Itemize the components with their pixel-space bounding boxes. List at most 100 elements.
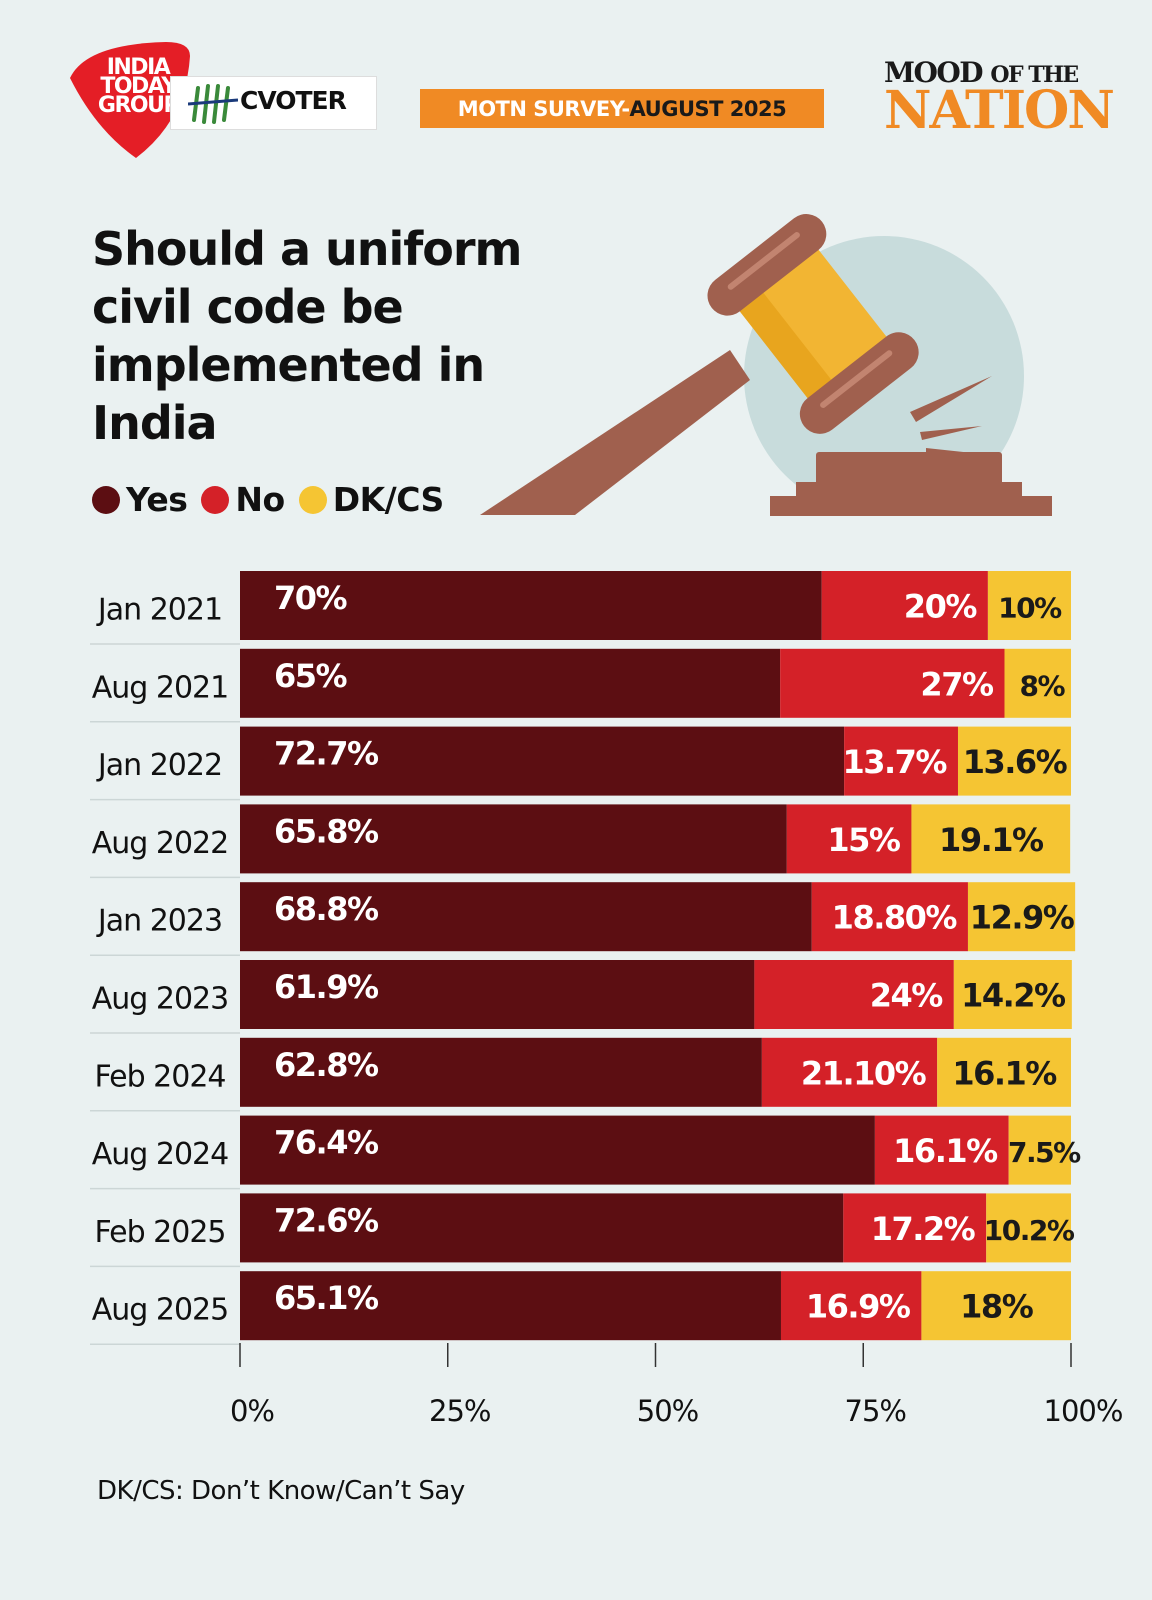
cvoter-wordmark: CVOTER bbox=[240, 86, 347, 115]
bar-segment-dkcs bbox=[957, 726, 1071, 796]
legend-item-no: No bbox=[201, 480, 285, 519]
bar-segment-dkcs bbox=[953, 960, 1072, 1029]
data-label: 61.9% bbox=[274, 968, 379, 1006]
category-label: Jan 2021 bbox=[96, 593, 222, 628]
bar-segment-no bbox=[786, 804, 912, 874]
data-label: 12.9% bbox=[970, 899, 1075, 937]
bar-segment-yes bbox=[240, 648, 781, 718]
bar-segment-dkcs bbox=[937, 1037, 1071, 1107]
legend-item-dk: DK/CS bbox=[298, 480, 445, 519]
bar-segment-dkcs bbox=[986, 1193, 1071, 1263]
bar-segment-no bbox=[780, 648, 1005, 718]
data-label: 65% bbox=[274, 657, 348, 695]
bar-segment-dkcs bbox=[987, 571, 1071, 640]
legend-label-dk: DK/CS bbox=[332, 480, 445, 519]
x-tick-label: 75% bbox=[845, 1394, 906, 1428]
data-label: 72.6% bbox=[274, 1201, 379, 1239]
bar-segment-yes bbox=[240, 571, 822, 640]
data-label: 16.1% bbox=[952, 1054, 1057, 1092]
bar-segment-yes bbox=[240, 1193, 844, 1263]
data-label: 19.1% bbox=[939, 821, 1044, 859]
x-tick-label: 0% bbox=[230, 1394, 274, 1428]
india-today-wordmark: INDIA TODAY GROUP bbox=[88, 55, 188, 118]
bar-segment-yes bbox=[240, 882, 812, 952]
data-label: 18% bbox=[960, 1288, 1034, 1326]
category-label: Feb 2024 bbox=[95, 1059, 226, 1094]
x-tick-label: 100% bbox=[1044, 1394, 1123, 1428]
category-label: Jan 2022 bbox=[96, 748, 222, 783]
category-label: Aug 2023 bbox=[92, 982, 228, 1017]
bar-segment-dkcs bbox=[967, 882, 1076, 952]
data-label: 70% bbox=[274, 579, 348, 617]
data-label: 8% bbox=[1019, 669, 1065, 702]
bar-segment-dkcs bbox=[921, 1271, 1071, 1341]
data-label: 15% bbox=[827, 821, 901, 859]
india-today-logo bbox=[70, 42, 190, 158]
bar-segment-yes bbox=[240, 960, 755, 1029]
x-tick-label: 50% bbox=[637, 1394, 698, 1428]
legend-label-yes: Yes bbox=[126, 480, 188, 519]
bar-segment-no bbox=[811, 882, 968, 952]
bar-segment-yes bbox=[240, 1271, 781, 1341]
category-label: Feb 2025 bbox=[95, 1215, 226, 1250]
mood-of-the-logo: MOOD OF THE bbox=[884, 56, 1079, 89]
survey-badge-label: MOTN SURVEY- bbox=[457, 96, 630, 121]
x-tick-label: 25% bbox=[429, 1394, 490, 1428]
bar-segment-dkcs bbox=[1008, 1115, 1071, 1185]
bar-segment-no bbox=[761, 1037, 938, 1107]
bar-segment-dkcs bbox=[1004, 648, 1071, 718]
bar-segment-no bbox=[754, 960, 954, 1029]
bar-segment-no bbox=[821, 571, 988, 640]
chart-legend: Yes No DK/CS bbox=[92, 480, 458, 519]
category-label: Aug 2024 bbox=[92, 1137, 228, 1172]
data-label: 10% bbox=[998, 592, 1062, 625]
data-label: 76.4% bbox=[274, 1124, 379, 1162]
cvoter-mark-icon bbox=[188, 84, 238, 124]
survey-badge: MOTN SURVEY- AUGUST 2025 bbox=[420, 89, 824, 128]
data-label: 7.5% bbox=[1008, 1136, 1081, 1169]
survey-badge-date: AUGUST 2025 bbox=[629, 96, 787, 121]
data-label: 62.8% bbox=[274, 1046, 379, 1084]
india-today-line-3: GROUP bbox=[97, 93, 180, 118]
bar-segment-no bbox=[874, 1115, 1009, 1185]
gavel-illustration bbox=[480, 214, 1052, 516]
data-label: 17.2% bbox=[871, 1210, 976, 1248]
bar-segment-yes bbox=[240, 1115, 875, 1185]
bar-segment-yes bbox=[240, 1037, 762, 1107]
data-label: 68.8% bbox=[274, 890, 379, 928]
of-the-word: OF THE bbox=[990, 62, 1079, 88]
data-label: 16.1% bbox=[893, 1132, 998, 1170]
data-label: 27% bbox=[920, 665, 994, 703]
nation-logo: NATION bbox=[884, 80, 1115, 141]
data-label: 21.10% bbox=[801, 1054, 927, 1092]
bar-segment-no bbox=[844, 726, 958, 796]
legend-swatch-no bbox=[201, 485, 230, 514]
india-today-line-1: INDIA bbox=[106, 55, 171, 80]
category-label: Jan 2023 bbox=[96, 904, 222, 939]
bar-segment-no bbox=[843, 1193, 987, 1263]
legend-item-yes: Yes bbox=[92, 480, 188, 519]
category-label: Aug 2021 bbox=[92, 670, 228, 705]
data-label: 65.8% bbox=[274, 812, 379, 850]
india-today-line-2: TODAY bbox=[100, 74, 177, 99]
data-label: 13.7% bbox=[842, 743, 947, 781]
legend-swatch-yes bbox=[92, 485, 120, 514]
data-label: 20% bbox=[904, 588, 978, 626]
data-label: 18.80% bbox=[832, 899, 958, 937]
legend-swatch-dk bbox=[298, 485, 327, 514]
footnote: DK/CS: Don’t Know/Can’t Say bbox=[97, 1476, 465, 1506]
bar-segment-yes bbox=[240, 804, 787, 874]
legend-label-no: No bbox=[235, 480, 285, 519]
data-label: 65.1% bbox=[274, 1279, 379, 1317]
data-label: 10.2% bbox=[984, 1214, 1075, 1247]
data-label: 13.6% bbox=[963, 743, 1068, 781]
category-label: Aug 2025 bbox=[92, 1293, 228, 1328]
data-label: 24% bbox=[870, 977, 944, 1015]
data-label: 14.2% bbox=[961, 977, 1066, 1015]
mood-word: MOOD bbox=[884, 56, 984, 89]
category-label: Aug 2022 bbox=[92, 826, 228, 861]
bar-segment-dkcs bbox=[911, 804, 1071, 874]
data-label: 72.7% bbox=[274, 735, 379, 773]
bar-segment-no bbox=[780, 1271, 922, 1341]
